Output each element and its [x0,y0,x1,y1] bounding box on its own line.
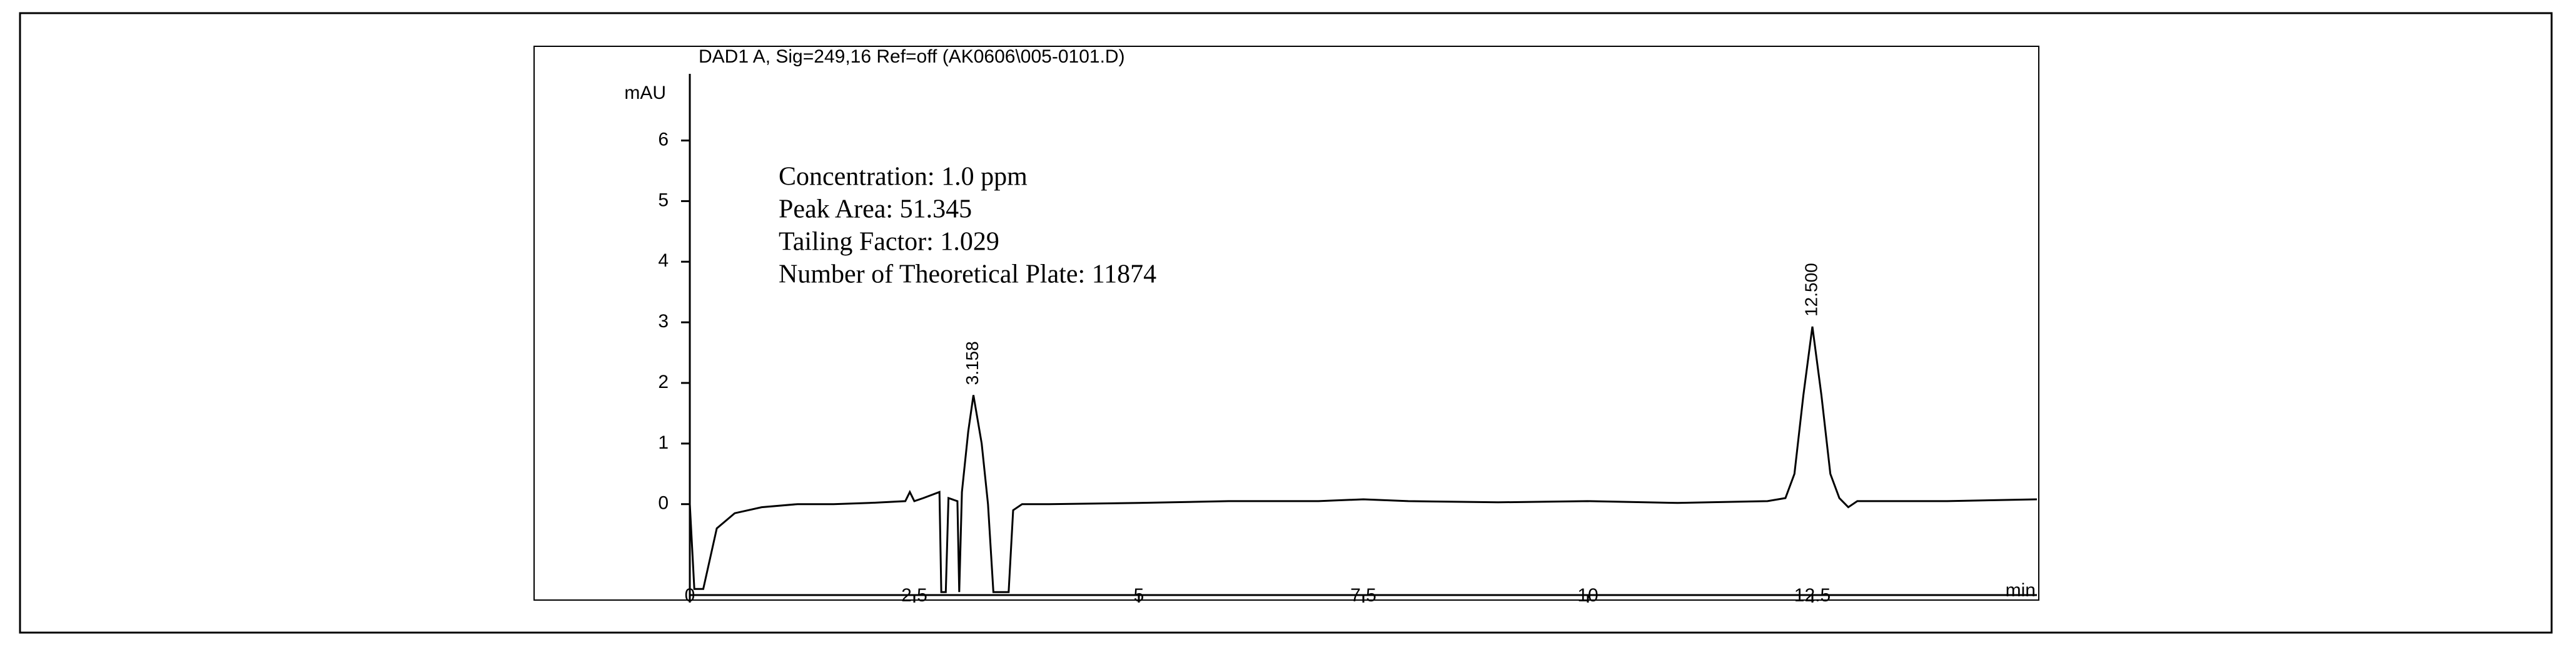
x-tick-label: 2.5 [901,585,927,606]
annotation: Concentration: 1.0 ppm [779,163,1028,191]
chart-frame [533,46,2039,601]
y-tick-label: 3 [658,311,669,332]
annotation: Tailing Factor: 1.029 [779,228,999,257]
y-tick-label: 6 [658,129,669,150]
y-tick-label: 1 [658,432,669,453]
y-tick-label: 0 [658,493,669,514]
peak-label: 3.158 [962,341,982,385]
chart-title: DAD1 A, Sig=249,16 Ref=off (AK0606\005-0… [699,46,1125,67]
y-tick-label: 4 [658,250,669,271]
x-tick-label: 7.5 [1350,585,1376,606]
annotation: Number of Theoretical Plate: 11874 [779,260,1156,289]
x-tick-label: 12.5 [1794,585,1831,606]
x-tick-label: 0 [685,585,695,606]
y-axis-label: mAU [624,83,666,103]
x-tick-label: 5 [1134,585,1144,606]
x-axis-label: min [2006,580,2036,601]
x-tick-label: 10 [1577,585,1598,606]
y-tick-label: 2 [658,372,669,392]
peak-label: 12.500 [1801,263,1821,317]
trace [689,326,2038,593]
y-tick-label: 5 [658,190,669,210]
outer-frame [19,12,2553,634]
annotation: Peak Area: 51.345 [779,195,972,224]
